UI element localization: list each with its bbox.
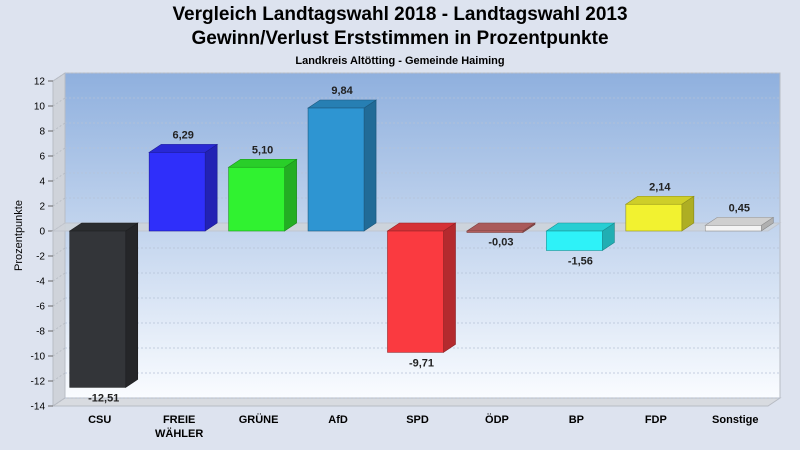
x-tick-label: FDP [645, 414, 667, 426]
gridline-wall [52, 322, 66, 332]
x-tick-label: BP [569, 414, 584, 426]
data-label: 5,10 [252, 144, 273, 156]
data-label: 2,14 [649, 181, 671, 193]
y-tick-label: 10 [34, 102, 46, 113]
gridline-wall [52, 97, 66, 107]
gridline-wall [52, 147, 66, 157]
data-label: 0,45 [729, 202, 750, 214]
y-tick-label: 6 [39, 152, 45, 163]
bar [625, 203, 683, 232]
y-tick-label: -14 [31, 402, 46, 413]
y-tick-label: -4 [36, 277, 45, 288]
bar [387, 230, 444, 353]
bar-top [227, 158, 298, 168]
gridline-wall [52, 372, 66, 382]
y-tick-label: -6 [36, 302, 45, 313]
y-tick-label: -10 [31, 352, 46, 363]
chart-subtitle: Gewinn/Verlust Erststimmen in Prozentpun… [191, 28, 609, 49]
data-label: -9,71 [409, 357, 434, 369]
y-tick-label: 4 [39, 177, 45, 188]
x-tick-label: GRÜNE [239, 413, 279, 426]
bar [307, 107, 365, 232]
plot-floor [51, 397, 782, 407]
bar-top [68, 222, 139, 232]
bar-side [443, 222, 456, 353]
y-axis-label: Prozentpunkte [13, 200, 25, 271]
data-label: 6,29 [172, 129, 193, 141]
data-label: -0,03 [488, 236, 513, 248]
bar-top [307, 99, 378, 109]
bar-side [204, 143, 218, 232]
bar-side [363, 99, 377, 232]
data-label: 9,84 [331, 85, 353, 97]
x-tick-label: AfD [328, 414, 348, 426]
data-label: -1,56 [568, 256, 593, 268]
bar-top [624, 195, 695, 205]
data-label: -12,51 [88, 392, 119, 404]
y-tick-label: 12 [34, 77, 46, 88]
x-tick-label: ÖDP [485, 413, 509, 426]
gridline-wall [52, 72, 66, 82]
y-tick-label: 0 [39, 227, 45, 238]
gridline-wall [52, 172, 66, 182]
bar [148, 152, 206, 232]
gridline-wall [52, 272, 66, 282]
bar [704, 225, 762, 232]
y-tick-label: -8 [36, 327, 45, 338]
bar [546, 230, 603, 251]
bar-side [284, 158, 297, 232]
x-tick-label: FREIE [163, 414, 195, 426]
chart-title: Vergleich Landtagswahl 2018 - Landtagswa… [172, 4, 628, 25]
y-tick-label: -2 [36, 252, 45, 263]
y-tick-label: -12 [31, 377, 46, 388]
gridline-wall [52, 247, 66, 257]
gridline-wall [52, 197, 66, 207]
bar-top [148, 144, 219, 153]
bar [466, 230, 524, 233]
gridline-wall [52, 397, 66, 407]
y-tick-label: 2 [39, 202, 45, 213]
gridline-wall [52, 122, 66, 132]
x-tick-label: CSU [88, 414, 111, 426]
bar-side [125, 222, 139, 388]
gridline-wall [52, 297, 66, 307]
gridline-wall [52, 347, 66, 357]
plot-left-wall [52, 72, 66, 407]
bar [69, 230, 127, 388]
bar-top [704, 217, 775, 226]
bar-top [386, 222, 457, 232]
x-tick-label: SPD [406, 414, 429, 426]
bar-top [465, 222, 536, 232]
x-tick-label: WÄHLER [155, 427, 203, 440]
y-tick-label: 8 [39, 127, 45, 138]
chart-caption: Landkreis Altötting - Gemeinde Haiming [295, 55, 505, 67]
bar-top [545, 222, 616, 232]
bar [228, 166, 285, 232]
x-tick-label: Sonstige [712, 414, 758, 426]
